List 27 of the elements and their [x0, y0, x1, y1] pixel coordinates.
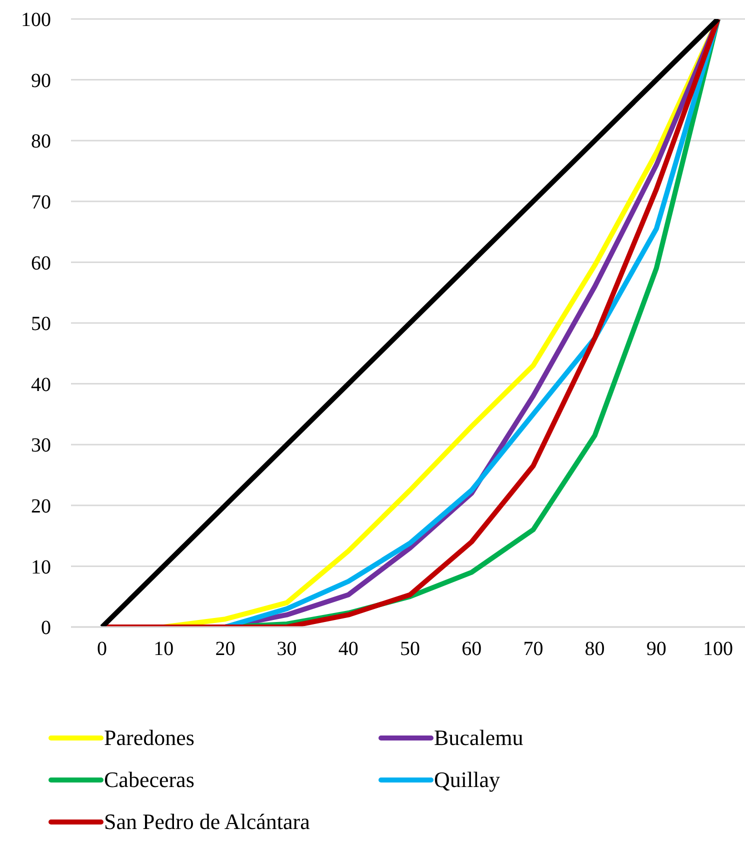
x-tick-label: 100	[703, 638, 733, 660]
legend-label: Cabeceras	[104, 767, 194, 793]
y-tick-label: 80	[31, 130, 51, 153]
y-tick-label: 0	[41, 617, 51, 640]
x-tick-label: 90	[646, 638, 666, 660]
x-tick-label: 40	[338, 638, 358, 660]
legend-label: Quillay	[434, 767, 500, 793]
y-tick-label: 90	[31, 70, 51, 92]
x-tick-label: 20	[215, 638, 236, 660]
y-tick-label: 50	[31, 313, 51, 336]
y-tick-label: 10	[31, 556, 51, 578]
x-tick-label: 70	[523, 638, 544, 660]
x-tick-label: 60	[462, 638, 482, 660]
y-tick-label: 60	[31, 252, 51, 274]
y-tick-label: 70	[31, 192, 51, 214]
y-tick-label: 30	[31, 434, 51, 457]
x-tick-label: 80	[584, 638, 605, 660]
x-tick-label: 30	[276, 638, 297, 660]
legend-label: San Pedro de Alcántara	[104, 809, 310, 835]
legend-label: Bucalemu	[434, 725, 524, 751]
legend-label: Paredones	[104, 725, 194, 751]
x-tick-label: 10	[154, 638, 174, 660]
y-tick-label: 100	[21, 9, 51, 32]
x-tick-label: 50	[400, 638, 420, 660]
y-tick-label: 40	[31, 374, 51, 396]
y-tick-label: 20	[31, 496, 51, 518]
x-tick-label: 0	[97, 638, 107, 660]
